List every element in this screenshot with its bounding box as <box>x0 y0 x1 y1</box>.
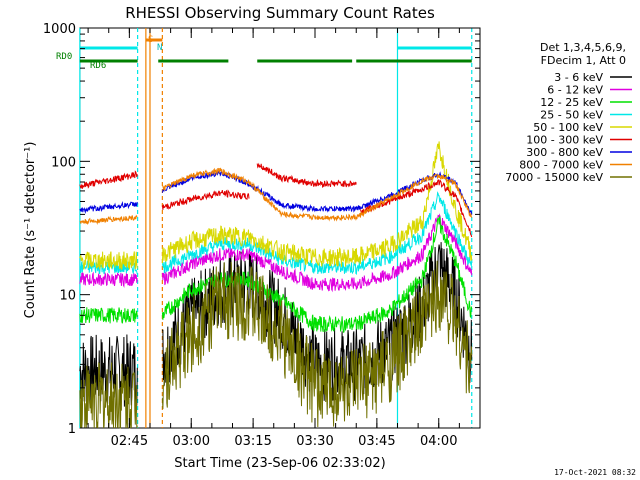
legend-label-5: 100 - 300 keV <box>526 134 603 147</box>
legend-label-6: 300 - 800 keV <box>526 146 603 159</box>
legend-label-4: 50 - 100 keV <box>533 121 603 134</box>
flag-label-rd6: RD6 <box>90 61 106 71</box>
series-8-segment-0 <box>79 214 138 226</box>
legend-label-3: 25 - 50 keV <box>540 109 603 122</box>
y-tick-label-100: 100 <box>51 155 76 170</box>
series-5-segment-1 <box>161 141 473 268</box>
series-4-segment-0 <box>79 260 138 275</box>
legend: Det 1,3,4,5,6,9,FDecim 1, Att 0 3 - 6 keV… <box>505 41 632 184</box>
y-tick-label-1000: 1000 <box>43 22 76 37</box>
legend-label-1: 6 - 12 keV <box>547 84 603 97</box>
series-2-segment-0 <box>79 271 138 288</box>
plot-frame <box>79 27 481 429</box>
y-tick-label-10: 10 <box>59 289 76 304</box>
flag-label-n: N <box>157 43 162 53</box>
flag-bars: RD0 RD6 SN <box>56 35 472 71</box>
x-tick-label-03:15: 03:15 <box>234 434 271 449</box>
legend-label-8: 7000 - 15000 keV <box>505 171 603 184</box>
footer-date: 17-Oct-2021 08:32 <box>554 468 636 477</box>
x-tick-label-03:00: 03:00 <box>173 434 210 449</box>
legend-label-0: 3 - 6 keV <box>554 71 603 84</box>
series-5-segment-0 <box>79 251 138 271</box>
series-8-segment-1 <box>162 167 473 222</box>
series-6-segment-1 <box>161 189 250 210</box>
series-4-segment-1 <box>161 191 473 276</box>
x-tick-label-02:45: 02:45 <box>111 434 148 449</box>
legend-label-7: 800 - 7000 keV <box>519 159 603 172</box>
chart-title: RHESSI Observing Summary Count Rates <box>125 4 435 22</box>
x-tick-label-03:45: 03:45 <box>358 434 395 449</box>
series-7-segment-0 <box>79 201 138 214</box>
y-axis-label: Count Rate (s⁻¹ detector⁻¹) <box>23 142 38 319</box>
legend-header-1: FDecim 1, Att 0 <box>541 54 626 67</box>
axes: 1 10 100 1000 02:45 03:00 03:15 03:30 03:45 04:00 <box>43 22 481 449</box>
x-axis-label: Start Time (23-Sep-06 02:33:02) <box>174 456 385 471</box>
series-6-segment-3 <box>359 179 473 238</box>
series-6-segment-2 <box>256 162 357 188</box>
series-lines <box>79 141 473 429</box>
series-9-segment-1 <box>161 260 473 428</box>
series-2-segment-1 <box>161 213 473 293</box>
x-tick-label-04:00: 04:00 <box>420 434 457 449</box>
flag-label-rd0: RD0 <box>56 52 72 62</box>
series-6-segment-0 <box>79 170 138 189</box>
flag-label-s: S <box>148 35 153 45</box>
series-7-segment-1 <box>161 169 473 215</box>
series-3-segment-1 <box>161 216 473 333</box>
series-3-segment-0 <box>79 307 138 324</box>
x-tick-label-03:30: 03:30 <box>296 434 333 449</box>
legend-label-2: 12 - 25 keV <box>540 96 603 109</box>
legend-header-0: Det 1,3,4,5,6,9, <box>540 41 626 54</box>
y-tick-label-1: 1 <box>68 422 76 437</box>
